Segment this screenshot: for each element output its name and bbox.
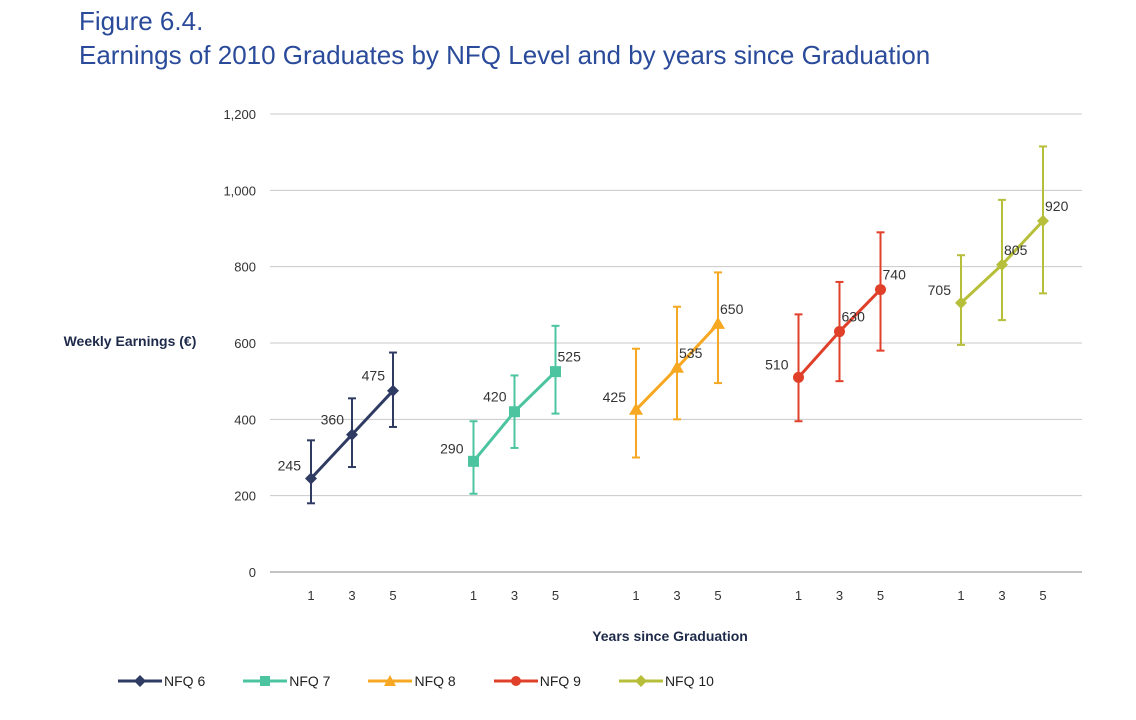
- data-point: [305, 472, 317, 485]
- data-point: [875, 284, 886, 296]
- legend-item: NFQ 10: [618, 673, 714, 689]
- data-point: [834, 326, 845, 338]
- x-axis-title: Years since Graduation: [592, 628, 748, 644]
- legend-swatch: [368, 675, 413, 686]
- data-label: 475: [362, 368, 386, 384]
- data-label: 360: [321, 412, 345, 428]
- x-tick-label: 1: [307, 588, 314, 603]
- legend-swatch: [493, 676, 538, 686]
- legend-label: NFQ 10: [664, 673, 714, 689]
- x-tick-label: 5: [389, 588, 396, 603]
- legend-swatch: [243, 676, 288, 686]
- data-label: 290: [440, 440, 464, 456]
- y-axis-title: Weekly Earnings (€): [63, 333, 197, 349]
- legend-label: NFQ 8: [414, 673, 456, 689]
- x-tick-label: 5: [552, 588, 559, 603]
- data-point: [711, 316, 725, 329]
- data-label: 535: [679, 345, 703, 361]
- legend-item: NFQ 8: [368, 673, 456, 689]
- legend-label: NFQ 9: [539, 673, 581, 689]
- data-label: 525: [558, 349, 582, 365]
- data-point: [670, 360, 684, 373]
- data-label: 510: [765, 356, 789, 372]
- y-tick-label: 0: [249, 565, 256, 580]
- legend-label: NFQ 6: [164, 673, 206, 689]
- x-tick-label: 1: [632, 588, 639, 603]
- data-label: 740: [883, 267, 907, 283]
- y-tick-label: 600: [234, 336, 256, 351]
- x-tick-label: 3: [673, 588, 680, 603]
- legend-swatch: [118, 675, 162, 687]
- data-point: [955, 296, 967, 309]
- x-tick-label: 1: [470, 588, 477, 603]
- data-point: [468, 455, 479, 467]
- data-label: 245: [278, 457, 302, 473]
- x-tick-label: 5: [1039, 588, 1046, 603]
- data-point: [509, 406, 520, 418]
- data-point: [387, 384, 399, 397]
- x-tick-label: 3: [511, 588, 518, 603]
- legend-swatch: [618, 675, 663, 687]
- y-tick-label: 400: [234, 412, 256, 427]
- data-point: [629, 402, 643, 415]
- data-label: 920: [1045, 198, 1069, 214]
- figure-title-block: Figure 6.4. Earnings of 2010 Graduates b…: [79, 4, 930, 72]
- legend: NFQ 6 NFQ 7 NFQ 8 NFQ 9 NFQ 10: [118, 670, 752, 692]
- data-label: 420: [483, 389, 507, 405]
- y-tick-label: 1,000: [223, 183, 256, 198]
- legend-label: NFQ 7: [289, 673, 331, 689]
- data-point: [550, 366, 561, 378]
- x-tick-label: 1: [957, 588, 964, 603]
- data-label: 630: [842, 309, 866, 325]
- data-point: [1037, 214, 1049, 227]
- x-tick-label: 5: [714, 588, 721, 603]
- legend-item: NFQ 7: [243, 673, 330, 689]
- figure-number: Figure 6.4.: [79, 6, 204, 36]
- y-tick-label: 1,200: [223, 107, 256, 122]
- y-tick-label: 200: [234, 489, 256, 504]
- data-point: [793, 371, 804, 383]
- x-tick-label: 3: [348, 588, 355, 603]
- y-tick-label: 800: [234, 260, 256, 275]
- x-tick-label: 3: [836, 588, 843, 603]
- legend-item: NFQ 6: [118, 673, 205, 689]
- chart-title: Earnings of 2010 Graduates by NFQ Level …: [79, 40, 931, 70]
- data-point: [346, 428, 358, 441]
- data-label: 805: [1004, 242, 1028, 258]
- data-label: 650: [720, 301, 744, 317]
- x-tick-label: 5: [877, 588, 884, 603]
- x-tick-label: 1: [795, 588, 802, 603]
- data-label: 705: [928, 282, 952, 298]
- x-tick-label: 3: [998, 588, 1005, 603]
- data-label: 425: [603, 389, 627, 405]
- legend-item: NFQ 9: [493, 673, 581, 689]
- data-point: [996, 258, 1008, 271]
